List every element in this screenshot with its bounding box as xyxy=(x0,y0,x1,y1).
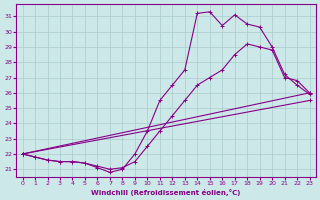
X-axis label: Windchill (Refroidissement éolien,°C): Windchill (Refroidissement éolien,°C) xyxy=(92,189,241,196)
